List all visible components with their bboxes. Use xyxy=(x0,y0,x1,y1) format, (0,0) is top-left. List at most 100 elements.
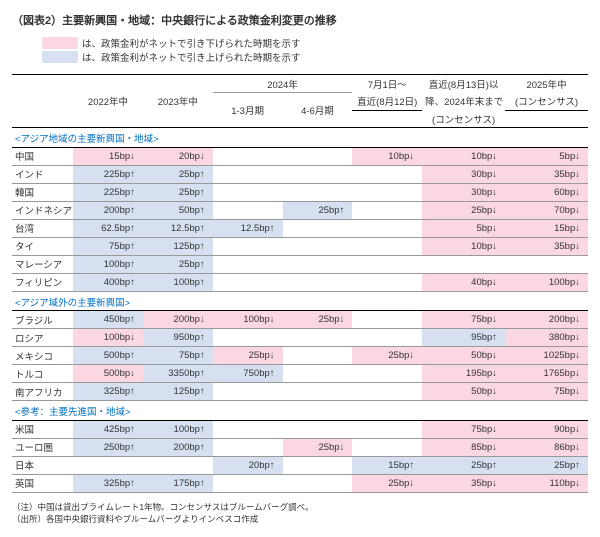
data-cell: 425bp↑ xyxy=(73,420,143,438)
data-cell: 100bp↓ xyxy=(73,329,143,347)
table-body: <アジア地域の主要新興国・地域>中国15bp↓20bp↓10bp↓10bp↓5b… xyxy=(12,128,588,493)
data-cell: 125bp↑ xyxy=(143,383,213,401)
data-cell: 86bp↓ xyxy=(505,438,588,456)
table-row: トルコ500bp↓3350bp↑750bp↑195bp↓1765bp↓ xyxy=(12,365,588,383)
table-row: ブラジル450bp↑200bp↓100bp↓25bp↓75bp↓200bp↓ xyxy=(12,311,588,329)
data-cell: 200bp↓ xyxy=(143,311,213,329)
data-cell: 30bp↓ xyxy=(422,165,505,183)
col-jul-a: 7月1日～ xyxy=(352,75,422,93)
data-cell xyxy=(505,255,588,273)
data-cell: 3350bp↑ xyxy=(143,365,213,383)
data-cell: 15bp↓ xyxy=(505,219,588,237)
data-cell: 200bp↓ xyxy=(505,311,588,329)
note-1: （注）中国は貸出プライムレート1年物。コンセンサスはブルームバーグ調べ。 xyxy=(12,501,588,513)
data-cell xyxy=(352,165,422,183)
data-cell xyxy=(73,456,143,474)
data-cell xyxy=(352,420,422,438)
data-cell: 380bp↓ xyxy=(505,329,588,347)
data-cell xyxy=(283,420,353,438)
figure-title: （図表2）主要新興国・地域：中央銀行による政策金利変更の推移 xyxy=(12,12,588,28)
col-q1: 1-3月期 xyxy=(213,93,283,128)
data-cell: 25bp↓ xyxy=(213,347,283,365)
data-cell: 12.5bp↑ xyxy=(143,219,213,237)
data-cell xyxy=(352,311,422,329)
data-cell: 175bp↑ xyxy=(143,474,213,492)
data-cell: 25bp↓ xyxy=(352,347,422,365)
data-cell: 50bp↓ xyxy=(422,383,505,401)
data-cell: 25bp↓ xyxy=(283,311,353,329)
data-cell xyxy=(213,273,283,291)
data-cell: 25bp↑ xyxy=(505,456,588,474)
col-jul-b: 直近(8月12日) xyxy=(352,93,422,111)
col-2023: 2023年中 xyxy=(143,75,213,128)
data-cell xyxy=(213,474,283,492)
data-cell: 25bp↓ xyxy=(283,438,353,456)
data-cell xyxy=(213,147,283,165)
data-cell: 100bp↑ xyxy=(143,420,213,438)
data-cell: 100bp↑ xyxy=(73,255,143,273)
table-row: 英国325bp↑175bp↑25bp↓35bp↓110bp↓ xyxy=(12,474,588,492)
data-cell: 35bp↓ xyxy=(505,165,588,183)
data-cell xyxy=(213,255,283,273)
data-cell: 325bp↑ xyxy=(73,383,143,401)
row-label: 英国 xyxy=(12,474,73,492)
data-cell xyxy=(283,273,353,291)
data-cell: 60bp↓ xyxy=(505,183,588,201)
data-cell xyxy=(352,273,422,291)
data-cell xyxy=(352,365,422,383)
table-row: タイ75bp↑125bp↑10bp↓35bp↓ xyxy=(12,237,588,255)
data-cell: 70bp↓ xyxy=(505,201,588,219)
data-cell: 10bp↓ xyxy=(422,237,505,255)
data-cell: 35bp↓ xyxy=(505,237,588,255)
col-cons-c: (コンセンサス) xyxy=(422,110,505,128)
legend: は、政策金利がネットで引き下げられた時期を示す は、政策金利がネットで引き上げら… xyxy=(42,36,588,64)
data-cell xyxy=(213,237,283,255)
data-cell: 5bp↓ xyxy=(505,147,588,165)
section-header: <アジア域外の主要新興国> xyxy=(12,291,588,311)
table-row: フィリピン400bp↑100bp↑40bp↓100bp↓ xyxy=(12,273,588,291)
table-row: インド225bp↑25bp↑30bp↓35bp↓ xyxy=(12,165,588,183)
row-label: 韓国 xyxy=(12,183,73,201)
col-cons-a: 直近(8月13日)以 xyxy=(422,75,505,93)
data-cell: 75bp↓ xyxy=(422,420,505,438)
data-cell xyxy=(213,201,283,219)
data-cell: 100bp↓ xyxy=(213,311,283,329)
table-row: 南アフリカ325bp↑125bp↑50bp↓75bp↓ xyxy=(12,383,588,401)
legend-text-down: は、政策金利がネットで引き下げられた時期を示す xyxy=(82,36,301,50)
data-cell xyxy=(422,255,505,273)
table-row: マレーシア100bp↑25bp↑ xyxy=(12,255,588,273)
table-row: 米国425bp↑100bp↑ 75bp↓90bp↓ xyxy=(12,420,588,438)
col-2025-a: 2025年中 xyxy=(505,75,588,93)
data-cell: 195bp↓ xyxy=(422,365,505,383)
col-2022: 2022年中 xyxy=(73,75,143,128)
data-cell: 90bp↓ xyxy=(505,420,588,438)
data-cell: 10bp↓ xyxy=(352,147,422,165)
col-2025-blank xyxy=(505,110,588,128)
data-cell: 225bp↑ xyxy=(73,165,143,183)
data-cell: 20bp↑ xyxy=(213,456,283,474)
data-cell: 125bp↑ xyxy=(143,237,213,255)
data-cell: 95bp↑ xyxy=(422,329,505,347)
data-cell xyxy=(283,383,353,401)
data-cell: 5bp↓ xyxy=(422,219,505,237)
data-cell xyxy=(352,237,422,255)
data-cell: 25bp↑ xyxy=(143,183,213,201)
col-q2: 4-6月期 xyxy=(283,93,353,128)
row-label: 米国 xyxy=(12,420,73,438)
data-cell: 25bp↓ xyxy=(352,474,422,492)
table-row: ロシア100bp↓950bp↑95bp↑380bp↓ xyxy=(12,329,588,347)
data-cell: 250bp↑ xyxy=(73,438,143,456)
row-label: インド xyxy=(12,165,73,183)
table-header: 2022年中 2023年中 2024年 7月1日～ 直近(8月13日)以 202… xyxy=(12,75,588,128)
data-cell: 25bp↑ xyxy=(283,201,353,219)
table-row: 日本20bp↑15bp↑25bp↑25bp↑ xyxy=(12,456,588,474)
data-cell xyxy=(352,219,422,237)
row-label: タイ xyxy=(12,237,73,255)
data-cell: 200bp↑ xyxy=(73,201,143,219)
row-label: 南アフリカ xyxy=(12,383,73,401)
data-cell xyxy=(352,438,422,456)
data-cell: 450bp↑ xyxy=(73,311,143,329)
row-label: インドネシア xyxy=(12,201,73,219)
col-jul-blank xyxy=(352,110,422,128)
data-cell xyxy=(283,474,353,492)
